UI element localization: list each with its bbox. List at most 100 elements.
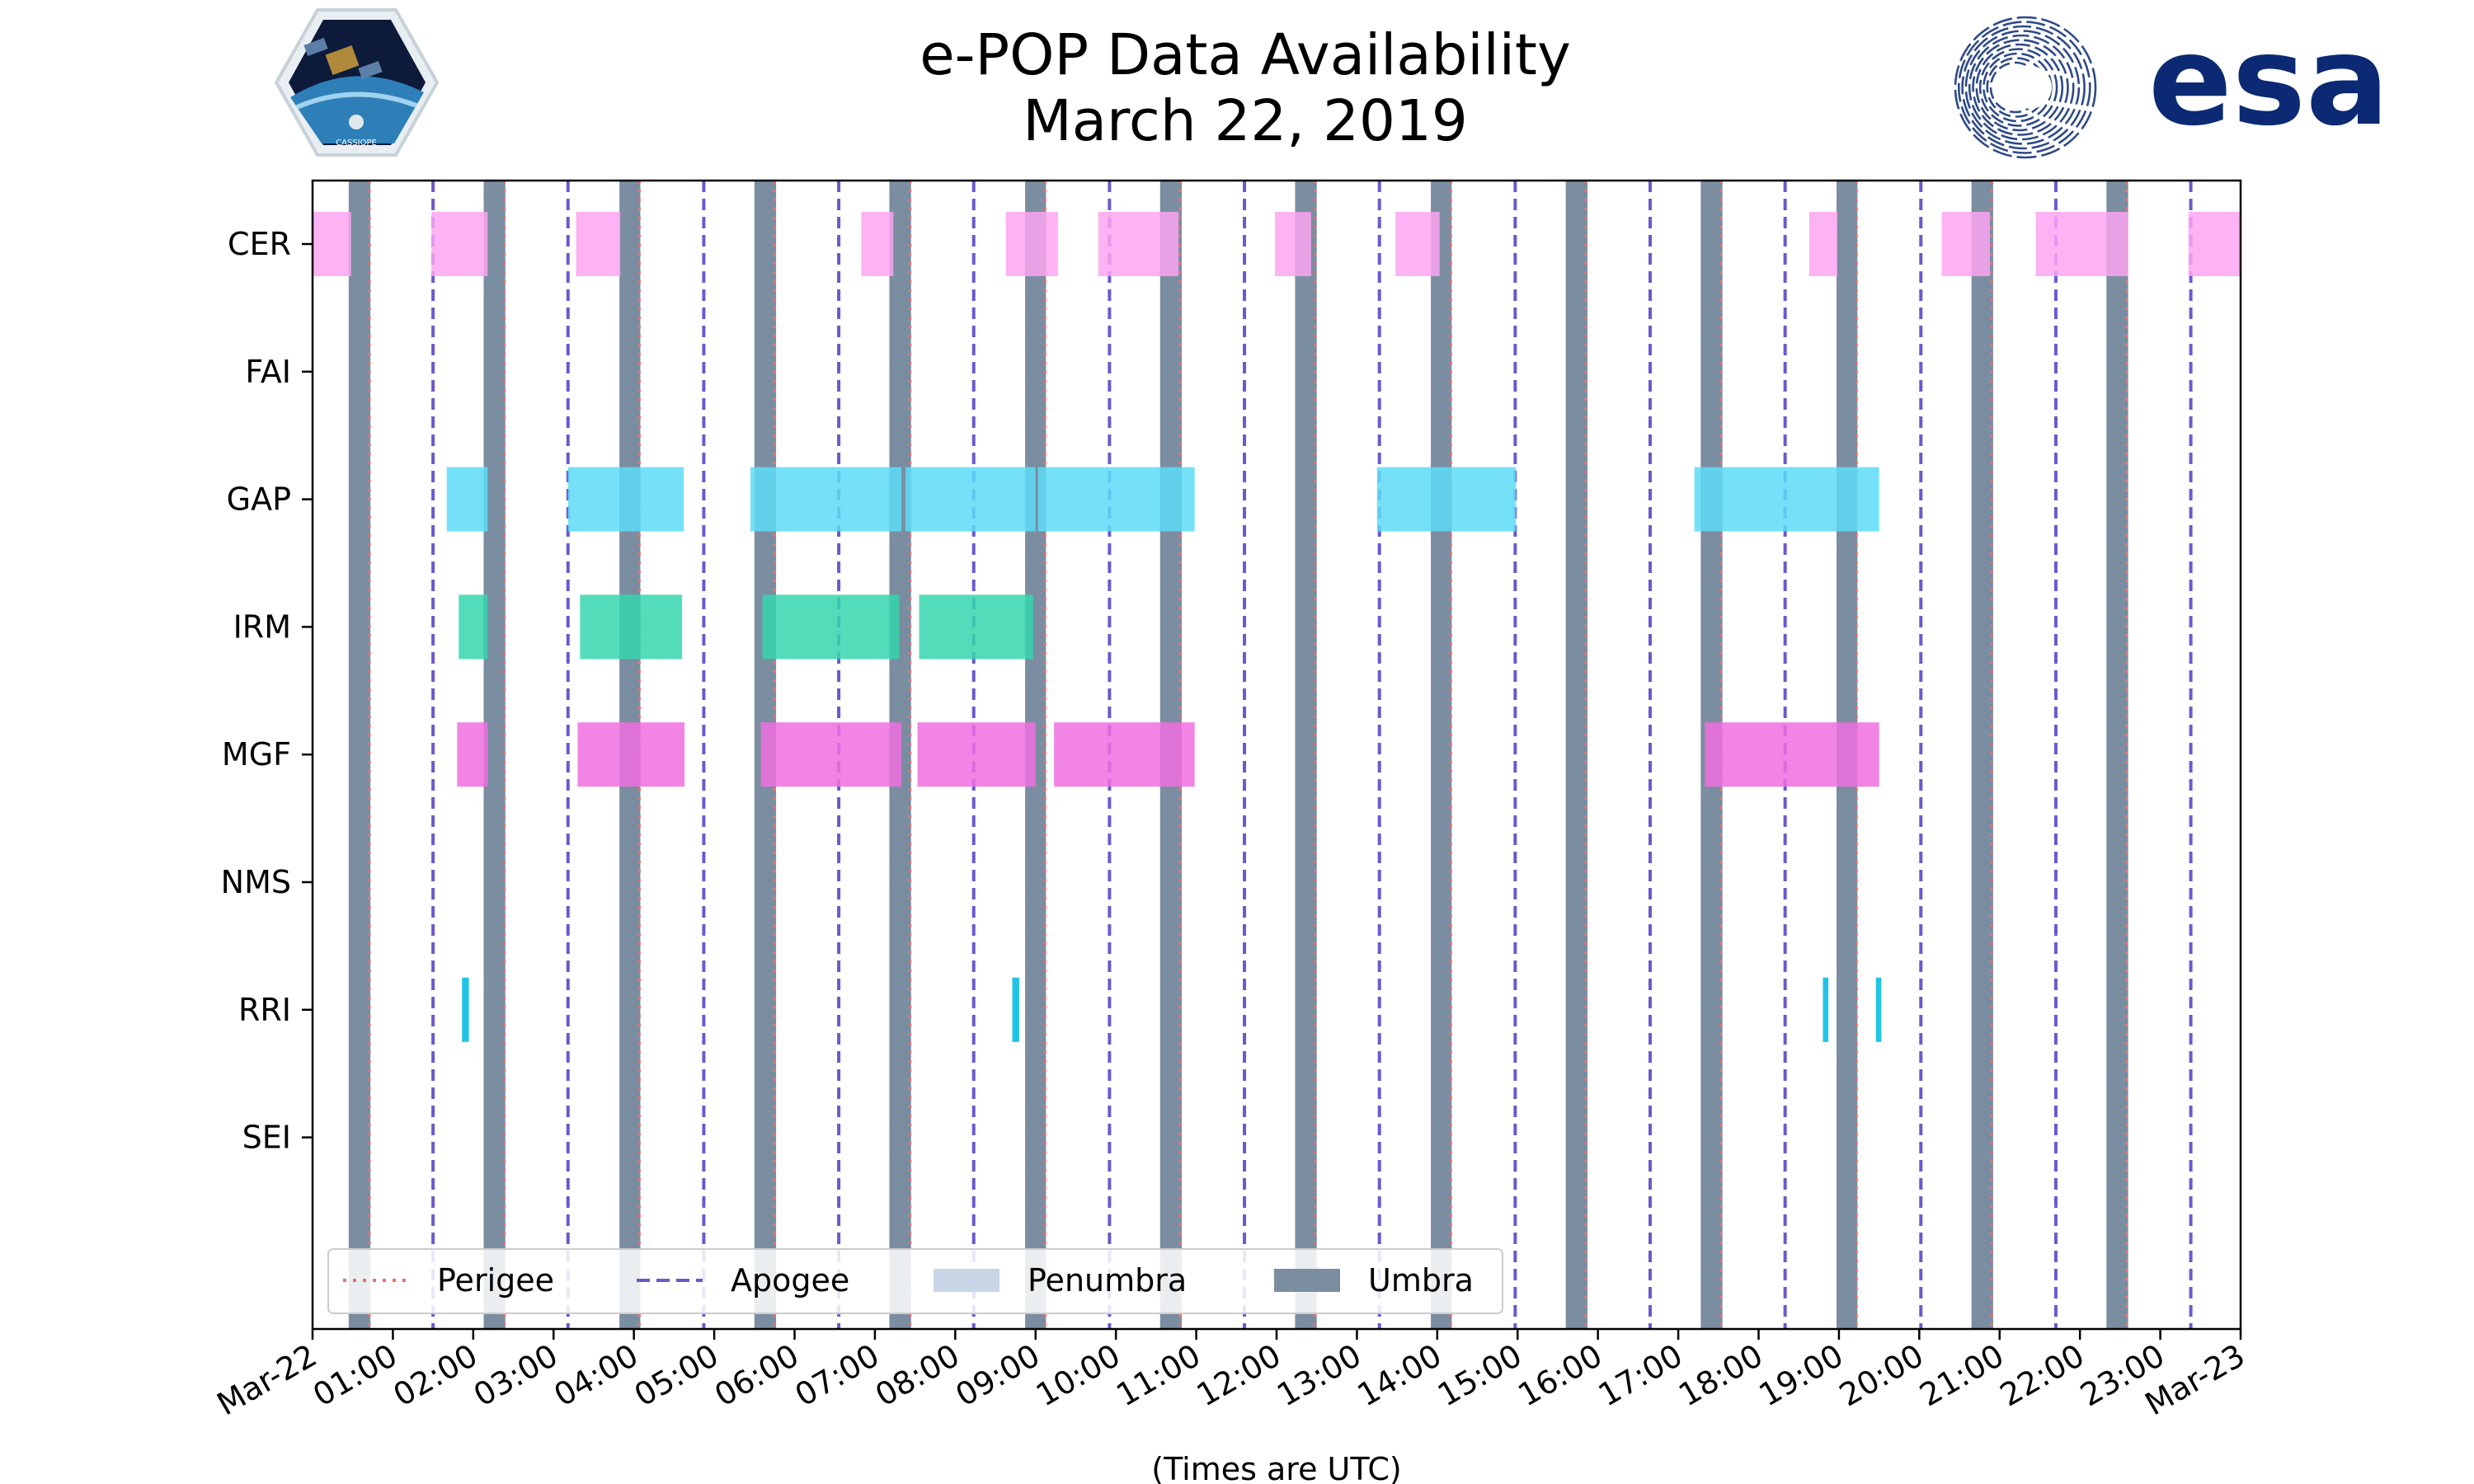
umbra-band-8 (1431, 181, 1452, 1329)
y-tick-label-irm: IRM (233, 608, 291, 645)
availability-bars (313, 212, 2241, 1042)
x-tick-label-19: 19:00 (1753, 1337, 1850, 1414)
x-tick-label-9: 09:00 (949, 1337, 1046, 1414)
x-tick-label-10: 10:00 (1030, 1337, 1126, 1414)
x-tick-label-16: 16:00 (1512, 1337, 1608, 1414)
y-tick-label-mgf: MGF (222, 736, 291, 773)
x-tick-label-8: 08:00 (869, 1337, 966, 1414)
x-tick-label-11: 11:00 (1110, 1337, 1206, 1414)
y-tick-label-rri: RRI (238, 992, 291, 1028)
cer-bar-11 (2188, 212, 2241, 276)
y-tick-label-sei: SEI (242, 1120, 291, 1156)
cer-bar-6 (1275, 212, 1311, 276)
gap-bar-0 (446, 467, 488, 532)
gap-bar-1 (567, 467, 684, 532)
cer-bar-10 (2035, 212, 2128, 276)
mgf-bar-5 (1705, 722, 1839, 787)
x-tick-label-13: 13:00 (1271, 1337, 1367, 1414)
rri-bar-2 (1823, 977, 1829, 1042)
x-tick-label-12: 12:00 (1191, 1337, 1287, 1414)
legend: Perigee Apogee Penumbra Umbra (327, 1248, 1503, 1314)
x-tick-label-3: 03:00 (468, 1337, 564, 1414)
cer-bar-3 (861, 212, 894, 276)
legend-swatch-penumbra (934, 1269, 999, 1292)
x-tick-label-14: 14:00 (1351, 1337, 1447, 1414)
x-tick-label-4: 04:00 (548, 1337, 644, 1414)
y-tick-label-nms: NMS (221, 864, 291, 900)
esa-swirl-icon (1954, 16, 2097, 159)
umbra-band-7 (1295, 181, 1317, 1329)
legend-frame (327, 1248, 1503, 1314)
x-tick-label-21: 21:00 (1913, 1337, 2010, 1414)
esa-logo: esa (1954, 10, 2389, 159)
mgf-bar-3 (917, 722, 1036, 787)
rri-bar-3 (1875, 977, 1882, 1042)
rri-bar-1 (1012, 977, 1019, 1042)
perigee-lines (368, 181, 2128, 1329)
esa-swirl-ring-6 (1968, 34, 2075, 141)
y-axis: CER FAI GAP IRM MGF NMS RRI SEI (221, 226, 313, 1156)
cer-bar-9 (1941, 212, 1991, 276)
umbra-band-9 (1565, 181, 1588, 1329)
legend-label-perigee: Perigee (437, 1262, 554, 1298)
y-tick-label-cer: CER (228, 226, 291, 262)
x-tick-label-15: 15:00 (1432, 1337, 1528, 1414)
x-axis-label: (Times are UTC) (1151, 1451, 1401, 1484)
cer-bar-0 (313, 212, 351, 276)
x-tick-label-5: 05:00 (628, 1337, 725, 1414)
irm-bar-0 (459, 594, 488, 660)
x-tick-label-7: 07:00 (789, 1337, 886, 1414)
x-tick-label-0: Mar-22 (211, 1337, 323, 1423)
gap-bar-4 (1037, 467, 1195, 532)
mgf-bar-2 (760, 722, 902, 787)
esa-swirl-ring-4 (1975, 43, 2064, 132)
legend-label-apogee: Apogee (731, 1262, 849, 1298)
esa-swirl-core (2009, 66, 2052, 109)
cer-bar-4 (1005, 212, 1059, 276)
esa-swirl-ring-5 (1972, 39, 2069, 136)
x-tick-label-6: 06:00 (708, 1337, 805, 1414)
umbra-band-0 (348, 181, 371, 1329)
cer-bar-2 (576, 212, 621, 276)
x-tick-label-1: 01:00 (307, 1337, 403, 1414)
legend-label-umbra: Umbra (1368, 1262, 1474, 1298)
x-tick-label-20: 20:00 (1833, 1337, 1930, 1414)
y-tick-label-gap: GAP (227, 481, 291, 518)
legend-swatch-umbra (1274, 1269, 1340, 1292)
mgf-bar-1 (577, 722, 685, 787)
y-tick-label-fai: FAI (245, 354, 291, 390)
x-tick-label-18: 18:00 (1672, 1337, 1769, 1414)
gap-bar-5 (1376, 467, 1517, 532)
x-axis: Mar-2201:0002:0003:0004:0005:0006:0007:0… (211, 1329, 2251, 1422)
chart-title-line-2: March 22, 2019 (1023, 88, 1468, 154)
gap-bar-3 (905, 467, 1036, 532)
cer-bar-5 (1098, 212, 1179, 276)
cassiope-badge-text: CASSIOPE (336, 139, 377, 148)
irm-bar-3 (919, 594, 1033, 660)
irm-bar-1 (580, 594, 683, 660)
cer-bar-7 (1395, 212, 1440, 276)
esa-swirl-ring-10 (1954, 16, 2097, 159)
mgf-bar-4 (1054, 722, 1195, 787)
apogee-lines (431, 181, 2193, 1329)
esa-swirl-ring-7 (1964, 30, 2081, 145)
umbra-band-13 (2106, 181, 2128, 1329)
cassiope-logo: CASSIOPE (274, 8, 440, 157)
irm-bar-2 (762, 594, 900, 660)
mgf-bar-6 (1838, 722, 1879, 787)
x-tick-label-17: 17:00 (1592, 1337, 1689, 1414)
rri-bar-0 (462, 977, 469, 1042)
esa-swirl-ring-3 (1978, 48, 2058, 127)
mgf-bar-0 (457, 722, 488, 787)
x-tick-label-2: 02:00 (387, 1337, 483, 1414)
gap-bar-6 (1694, 467, 1839, 532)
gap-bar-7 (1838, 467, 1879, 532)
gap-bar-2 (750, 467, 902, 532)
cer-bar-1 (431, 212, 488, 276)
esa-logo-text: esa (2148, 10, 2389, 153)
chart-title-line-1: e-POP Data Availability (920, 22, 1571, 88)
legend-label-penumbra: Penumbra (1028, 1262, 1187, 1298)
umbra-band-12 (1971, 181, 1993, 1329)
cer-bar-8 (1808, 212, 1837, 276)
